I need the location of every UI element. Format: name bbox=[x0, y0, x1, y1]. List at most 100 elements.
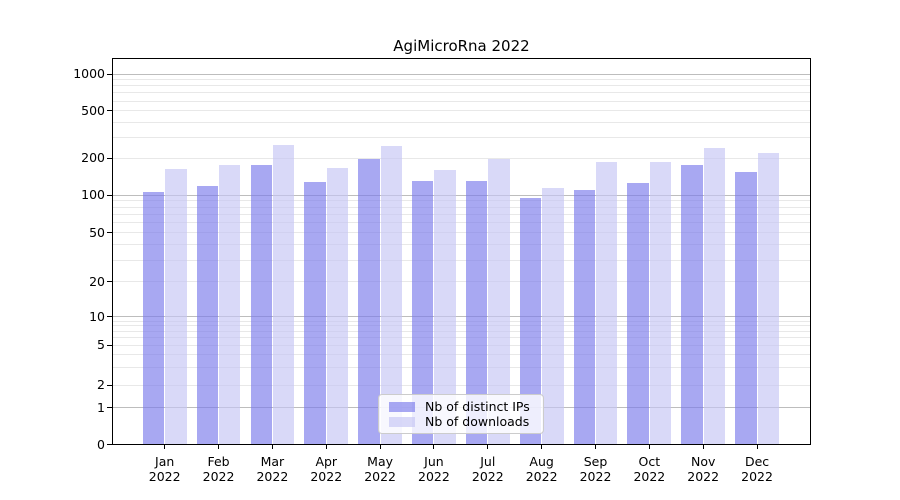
bar-downloads bbox=[326, 168, 349, 444]
chart-title: AgiMicroRna 2022 bbox=[393, 37, 530, 55]
y-tick-mark bbox=[107, 73, 112, 75]
y-tick-label: 200 bbox=[81, 150, 105, 166]
bar-downloads bbox=[596, 162, 618, 444]
minor-gridline bbox=[113, 244, 810, 246]
minor-gridline bbox=[113, 100, 810, 102]
x-tick-label: May 2022 bbox=[364, 454, 396, 484]
minor-gridline bbox=[113, 344, 810, 346]
y-tick-mark bbox=[107, 232, 112, 234]
x-tick-mark bbox=[271, 445, 273, 449]
bar-downloads bbox=[703, 148, 726, 444]
bar-distinct-ips bbox=[196, 185, 219, 444]
x-tick-label: Sep 2022 bbox=[579, 454, 612, 484]
y-tick-label: 2 bbox=[97, 377, 105, 392]
x-tick-mark bbox=[218, 445, 220, 449]
x-tick-mark bbox=[648, 445, 650, 449]
y-tick-mark bbox=[107, 110, 112, 112]
y-tick-label: 10 bbox=[89, 308, 105, 324]
minor-gridline bbox=[113, 85, 810, 87]
minor-gridline bbox=[113, 366, 810, 368]
major-gridline bbox=[113, 194, 810, 196]
x-tick-label: Dec 2022 bbox=[741, 454, 773, 484]
y-tick-mark bbox=[107, 281, 112, 283]
bar-downloads bbox=[757, 152, 779, 444]
y-tick-mark bbox=[107, 444, 112, 445]
x-tick-mark bbox=[433, 445, 435, 449]
y-tick-label: 100 bbox=[81, 187, 105, 202]
x-tick-label: Aug 2022 bbox=[525, 454, 558, 484]
bar-distinct-ips bbox=[250, 165, 272, 444]
x-tick-label: Jan 2022 bbox=[148, 454, 181, 484]
minor-gridline bbox=[113, 213, 810, 215]
minor-gridline bbox=[113, 232, 810, 234]
x-tick-label: Nov 2022 bbox=[687, 454, 720, 484]
major-gridline bbox=[113, 73, 810, 75]
bar-downloads bbox=[380, 146, 402, 444]
minor-gridline bbox=[113, 337, 810, 339]
y-tick-mark bbox=[107, 384, 112, 386]
x-tick-mark bbox=[325, 445, 327, 449]
x-tick-mark bbox=[164, 445, 166, 449]
bar-downloads bbox=[488, 159, 510, 444]
y-tick-mark bbox=[107, 194, 112, 196]
minor-gridline bbox=[113, 259, 810, 261]
minor-gridline bbox=[113, 320, 810, 322]
bar-distinct-ips bbox=[681, 164, 703, 444]
x-tick-label: Jul 2022 bbox=[471, 454, 504, 484]
x-tick-mark bbox=[379, 445, 381, 449]
legend-label: Nb of downloads bbox=[425, 414, 530, 429]
bar-downloads bbox=[649, 162, 672, 444]
legend-label: Nb of distinct IPs bbox=[425, 399, 530, 414]
bar-distinct-ips bbox=[627, 182, 649, 444]
x-tick-mark bbox=[595, 445, 596, 449]
bar-downloads bbox=[542, 187, 564, 444]
minor-gridline bbox=[113, 384, 810, 386]
minor-gridline bbox=[113, 330, 810, 332]
bar-distinct-ips bbox=[465, 180, 488, 444]
bar-distinct-ips bbox=[358, 159, 380, 444]
y-tick-mark bbox=[107, 157, 112, 159]
bar-distinct-ips bbox=[573, 189, 595, 444]
bar-downloads bbox=[434, 169, 456, 444]
minor-gridline bbox=[113, 206, 810, 208]
minor-gridline bbox=[113, 222, 810, 224]
legend-item-distinct-ips: Nb of distinct IPs bbox=[387, 399, 535, 414]
x-tick-mark bbox=[756, 445, 758, 449]
bar-distinct-ips bbox=[519, 198, 542, 444]
bar-downloads bbox=[219, 165, 241, 444]
minor-gridline bbox=[113, 325, 810, 327]
y-tick-mark bbox=[107, 316, 112, 318]
minor-gridline bbox=[113, 92, 810, 94]
minor-gridline bbox=[113, 354, 810, 356]
bar-distinct-ips bbox=[304, 181, 326, 444]
minor-gridline bbox=[113, 79, 810, 81]
x-tick-label: Apr 2022 bbox=[310, 454, 343, 484]
minor-gridline bbox=[113, 157, 810, 159]
x-tick-label: Feb 2022 bbox=[202, 454, 235, 484]
y-tick-label: 50 bbox=[89, 224, 105, 240]
major-gridline bbox=[113, 316, 810, 318]
y-tick-label: 5 bbox=[97, 337, 105, 352]
y-tick-label: 1 bbox=[97, 399, 105, 415]
x-tick-mark bbox=[702, 445, 704, 449]
legend-swatch-distinct-ips bbox=[389, 401, 415, 412]
y-tick-label: 20 bbox=[89, 273, 105, 289]
legend-item-downloads: Nb of downloads bbox=[387, 414, 535, 429]
x-tick-label: Mar 2022 bbox=[256, 454, 289, 484]
legend-swatch-downloads bbox=[389, 416, 415, 427]
x-tick-label: Oct 2022 bbox=[633, 454, 666, 484]
legend: Nb of distinct IPs Nb of downloads bbox=[378, 394, 544, 434]
minor-gridline bbox=[113, 200, 810, 202]
y-tick-label: 0 bbox=[97, 436, 105, 452]
minor-gridline bbox=[113, 281, 810, 283]
bar-distinct-ips bbox=[142, 192, 165, 444]
bar-distinct-ips bbox=[735, 171, 757, 444]
minor-gridline bbox=[113, 121, 810, 123]
x-tick-mark bbox=[541, 445, 543, 449]
y-tick-mark bbox=[107, 344, 112, 346]
minor-gridline bbox=[113, 136, 810, 138]
bar-downloads bbox=[165, 168, 187, 444]
bar-distinct-ips bbox=[412, 180, 434, 444]
minor-gridline bbox=[113, 110, 810, 112]
x-tick-label: Jun 2022 bbox=[418, 454, 450, 484]
